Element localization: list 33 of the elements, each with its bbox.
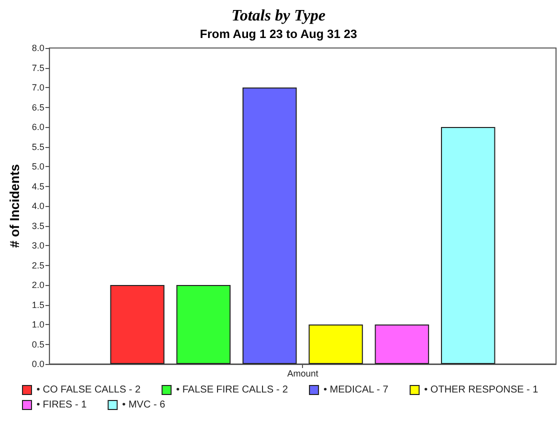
- bar: [308, 324, 363, 364]
- y-tick-label: 7.0: [32, 82, 44, 92]
- chart-subtitle: From Aug 1 23 to Aug 31 23: [200, 27, 358, 41]
- y-tick-label: 6.0: [32, 122, 44, 132]
- y-axis-title: # of Incidents: [7, 164, 22, 248]
- y-tick-label: 5.5: [32, 142, 44, 152]
- y-tick-label: 2.5: [32, 260, 44, 270]
- x-tick-label: Amount: [287, 368, 319, 378]
- bar: [110, 285, 164, 364]
- y-tick-label: 3.0: [32, 240, 44, 250]
- legend-label: • OTHER RESPONSE - 1: [424, 384, 539, 396]
- bar: [374, 324, 430, 364]
- y-tick-label: 6.5: [32, 102, 44, 112]
- legend-label: • CO FALSE CALLS - 2: [36, 384, 142, 396]
- y-tick-label: 0.5: [32, 339, 44, 350]
- y-tick-label: 4.5: [32, 181, 44, 192]
- bar: [176, 285, 231, 364]
- chart-title: Totals by Type: [232, 8, 326, 24]
- legend-label: • FIRES - 1: [36, 400, 88, 410]
- y-tick-label: 1.5: [32, 300, 44, 310]
- y-tick-label: 2.0: [32, 280, 44, 290]
- y-tick-label: 4.0: [32, 201, 44, 211]
- legend-label: • MEDICAL - 7: [323, 384, 389, 396]
- bar: [440, 127, 496, 364]
- y-tick-label: 8.0: [32, 43, 44, 53]
- legend-label: • FALSE FIRE CALLS - 2: [176, 384, 288, 396]
- y-tick-label: 3.5: [32, 220, 44, 231]
- y-tick-label: 0.0: [32, 359, 44, 369]
- legend-label: • MVC - 6: [122, 400, 166, 410]
- y-tick-label: 1.0: [32, 320, 44, 330]
- y-tick-label: 5.0: [32, 162, 44, 172]
- bar: [242, 88, 297, 364]
- y-tick-label: 7.5: [32, 62, 44, 73]
